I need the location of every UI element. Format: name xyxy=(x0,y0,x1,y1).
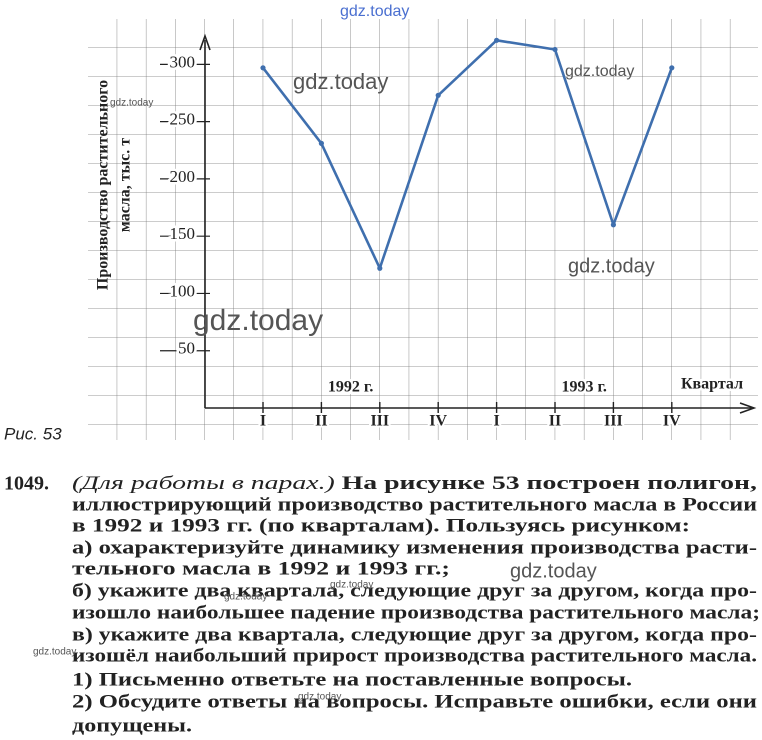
x-tick-label: II xyxy=(315,413,327,430)
exercise-line: 1) Письменно ответьте на поставленные во… xyxy=(72,669,632,690)
data-point xyxy=(260,65,266,71)
y-axis-label: Производство растительного xyxy=(95,80,112,290)
x-tick-label: IV xyxy=(663,413,681,430)
exercise-number: 1049. xyxy=(4,473,49,495)
watermark: gdz.today xyxy=(293,69,388,94)
exercise-text: На рисунке 53 построен полигон, xyxy=(335,473,758,494)
y-tick-label: 150 xyxy=(170,224,196,243)
data-point xyxy=(494,37,500,43)
watermark: gdz.today xyxy=(565,63,634,80)
x-tick-label: I xyxy=(493,413,499,430)
data-point xyxy=(552,46,558,53)
x-tick-label: III xyxy=(604,413,623,430)
exercise-intro: (Для работы в парах.) xyxy=(72,473,335,494)
watermark: gdz.today xyxy=(510,560,597,582)
y-tick-label: 300 xyxy=(170,52,196,71)
x-tick-label: I xyxy=(260,413,266,430)
watermark: gdz.today xyxy=(330,580,373,591)
data-point xyxy=(610,222,617,228)
watermark: gdz.today xyxy=(33,647,76,658)
x-axis-arrow xyxy=(739,402,757,414)
exercise-line: тельного масла в 1992 и 1993 гг.; xyxy=(72,558,450,579)
exercise-line: (Для работы в парах.) На рисунке 53 пост… xyxy=(72,473,757,494)
data-point xyxy=(318,140,324,146)
y-tick-label: 50 xyxy=(178,339,195,358)
x-tick-label: III xyxy=(370,413,389,430)
x-tick-label: IV xyxy=(429,413,447,430)
y-tick-label: 100 xyxy=(170,281,196,300)
y-tick-label: 250 xyxy=(170,110,196,129)
watermark: gdz.today xyxy=(298,692,341,703)
watermark: gdz.today xyxy=(193,304,323,337)
data-point xyxy=(377,265,383,271)
x-tick-label: II xyxy=(549,413,561,430)
y-axis-arrow xyxy=(199,33,211,51)
x-axis-label: Квартал xyxy=(681,376,743,393)
data-point xyxy=(435,92,441,98)
group-label: 1992 г. xyxy=(328,379,373,396)
exercise-line: а) охарактеризуйте динамику изменения пр… xyxy=(72,537,757,558)
data-point xyxy=(669,65,675,71)
exercise-line: изошёл наибольший прирост производства р… xyxy=(72,645,757,666)
exercise-line: изошло наибольшее падение производства р… xyxy=(72,602,760,623)
exercise-line: 2) Обсудите ответы на вопросы. Исправьте… xyxy=(72,691,757,712)
watermark: gdz.today xyxy=(340,3,409,20)
exercise-line: допущены. xyxy=(72,715,192,736)
exercise-line: в 1992 и 1993 гг. (по кварталам). Пользу… xyxy=(72,515,690,536)
exercise-line: б) укажите два квартала, следующие друг … xyxy=(72,580,757,601)
data-line xyxy=(261,39,674,270)
watermark: gdz.today xyxy=(110,98,153,109)
figure-caption: Рис. 53 xyxy=(4,424,62,443)
exercise-line: иллюстрирующий производство растительног… xyxy=(72,494,757,515)
grid-paper xyxy=(88,19,758,440)
y-tick-label: 200 xyxy=(170,167,196,186)
group-label: 1993 г. xyxy=(561,379,606,396)
y-axis-label: масла, тыс. т xyxy=(117,138,134,232)
exercise-line: в) укажите два квартала, следующие друг … xyxy=(72,624,757,645)
watermark: gdz.today xyxy=(224,592,267,603)
watermark: gdz.today xyxy=(568,255,655,277)
